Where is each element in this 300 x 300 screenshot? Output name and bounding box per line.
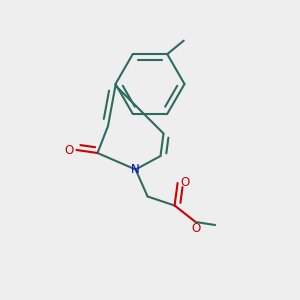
Text: O: O: [191, 221, 200, 235]
Text: N: N: [131, 163, 140, 176]
Text: O: O: [181, 176, 190, 190]
Text: O: O: [64, 143, 74, 157]
